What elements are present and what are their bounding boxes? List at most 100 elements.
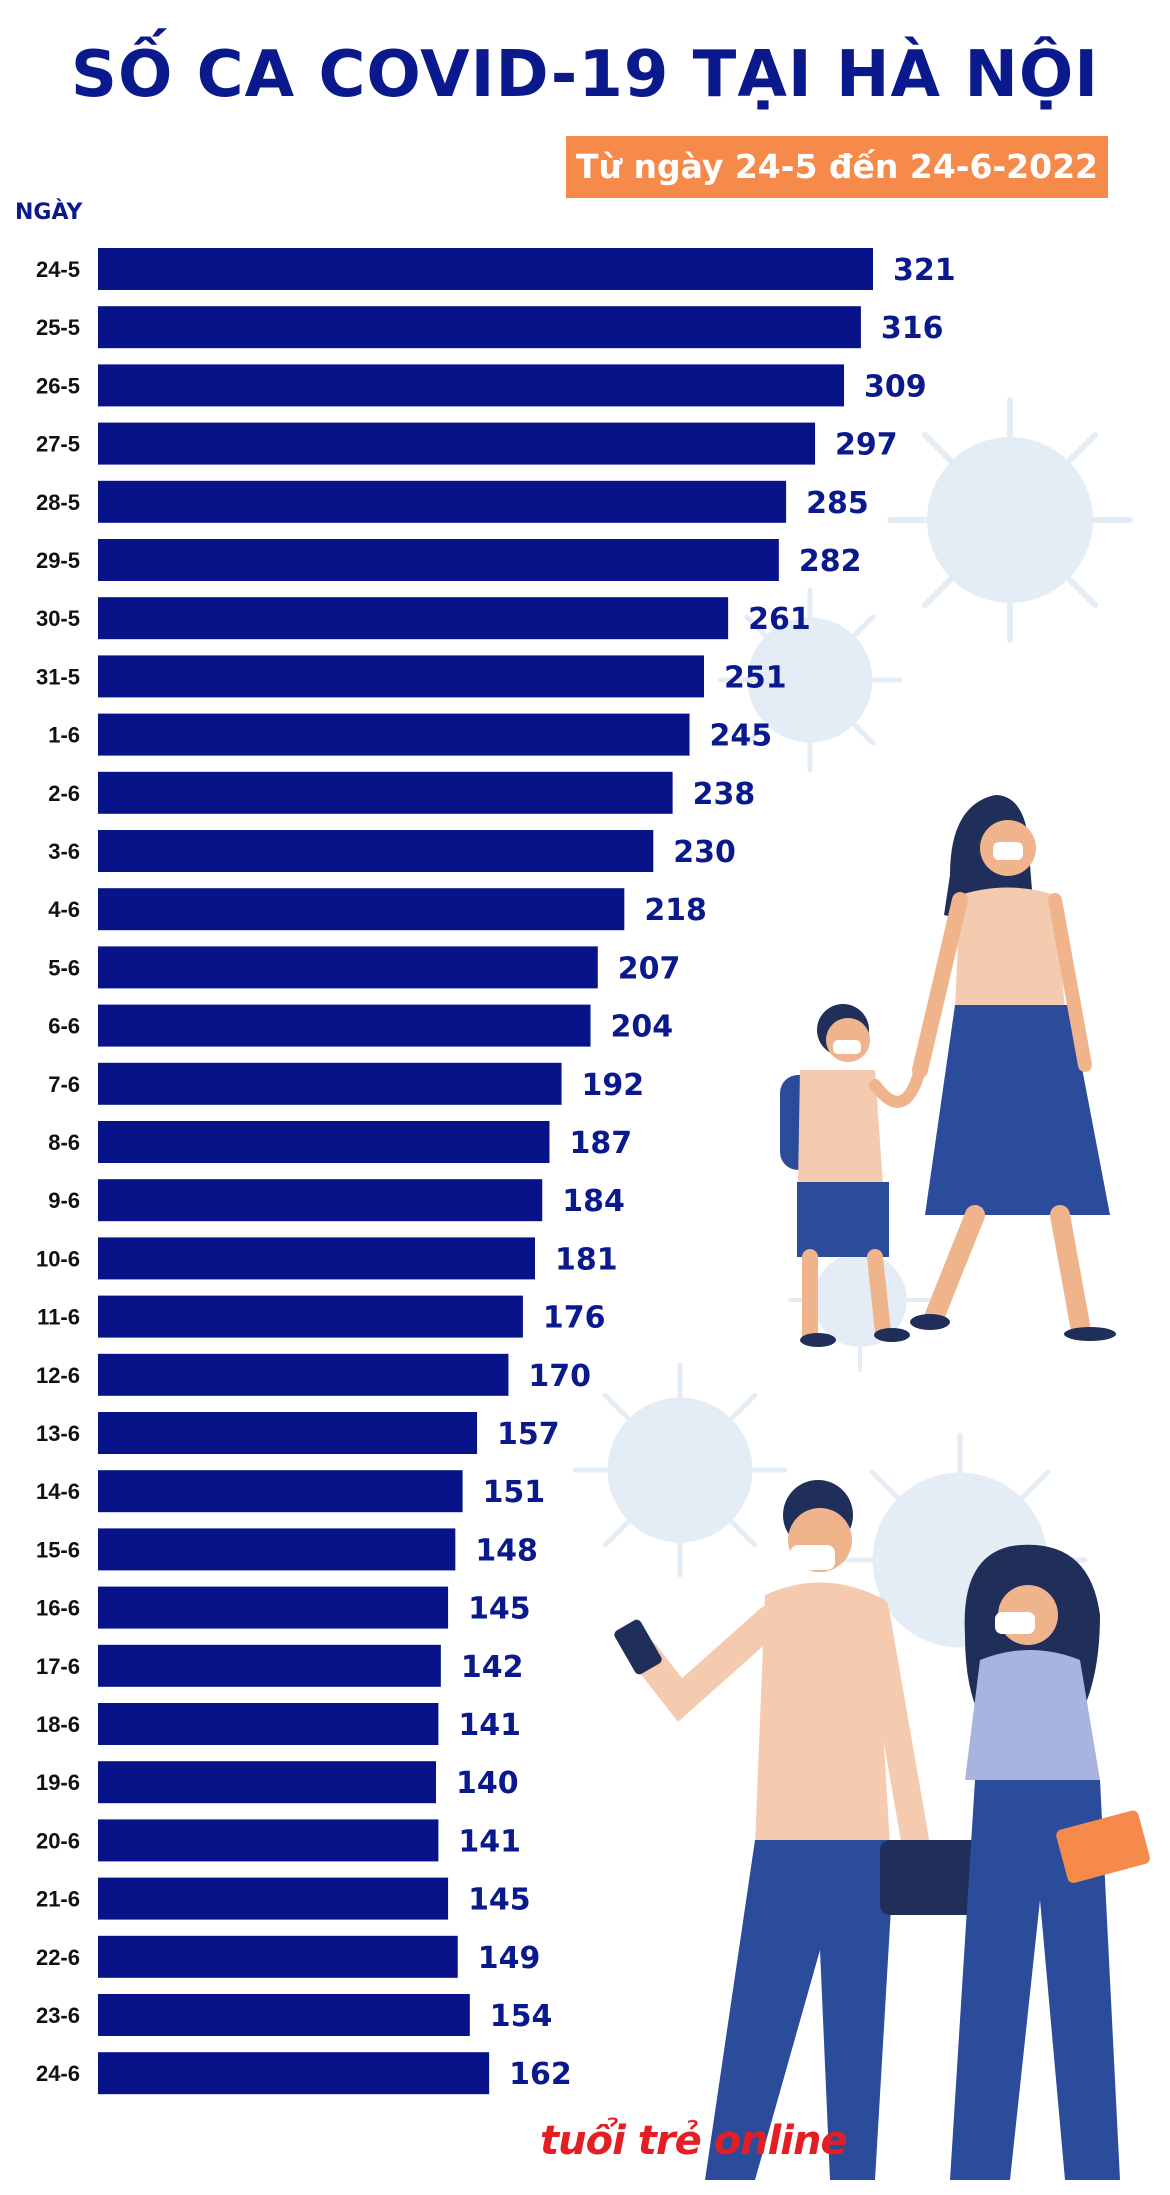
value-label: 157 [497, 1417, 560, 1452]
bar-15-6 [98, 1528, 456, 1571]
value-label: 192 [582, 1068, 645, 1103]
category-label: 19-6 [36, 1770, 80, 1795]
value-label: 230 [673, 835, 736, 870]
chart-title: SỐ CA COVID-19 TẠI HÀ NỘI [70, 38, 1100, 112]
category-label: 8-6 [48, 1130, 80, 1155]
category-label: 17-6 [36, 1654, 80, 1679]
bar-8-6 [98, 1121, 550, 1163]
value-label: 297 [835, 428, 898, 463]
category-label: 10-6 [36, 1246, 80, 1271]
category-label: 28-5 [36, 490, 80, 515]
value-label: 261 [748, 602, 811, 637]
category-label: 24-6 [36, 2061, 80, 2086]
virus-icon [572, 1362, 788, 1578]
value-label: 148 [475, 1533, 538, 1568]
category-label: 29-5 [36, 548, 80, 573]
value-label: 285 [806, 486, 869, 521]
category-label: 5-6 [48, 955, 80, 980]
bar-30-5 [98, 597, 729, 640]
bar-16-6 [98, 1586, 449, 1629]
category-label: 18-6 [36, 1712, 80, 1737]
bar-28-5 [98, 480, 787, 523]
value-label: 145 [468, 1592, 531, 1627]
category-label: 20-6 [36, 1828, 80, 1853]
bar-21-6 [98, 1877, 449, 1920]
value-label: 149 [478, 1941, 541, 1976]
category-label: 22-6 [36, 1945, 80, 1970]
bar-27-5 [98, 422, 816, 465]
bar-29-5 [98, 539, 779, 581]
value-label: 145 [468, 1883, 531, 1918]
bar-13-6 [98, 1412, 478, 1454]
bar-26-5 [98, 364, 845, 407]
bar-4-6 [98, 888, 625, 931]
value-label: 184 [562, 1184, 625, 1219]
value-label: 141 [458, 1708, 521, 1743]
category-label: 9-6 [48, 1188, 80, 1213]
value-label: 141 [458, 1824, 521, 1859]
value-label: 316 [881, 311, 944, 346]
bar-24-6 [98, 2052, 490, 2095]
bar-31-5 [98, 655, 704, 698]
value-label: 251 [724, 660, 787, 695]
bar-25-5 [98, 306, 861, 349]
category-label: 3-6 [48, 839, 80, 864]
category-label: 15-6 [36, 1537, 80, 1562]
boy-illustration [780, 1004, 926, 1347]
value-label: 154 [490, 1999, 553, 2034]
woman2-illustration [950, 1544, 1150, 2180]
bar-3-6 [98, 830, 654, 872]
value-label: 321 [893, 253, 956, 288]
bar-7-6 [98, 1062, 562, 1105]
category-label: 2-6 [48, 781, 80, 806]
virus-icon [717, 587, 903, 773]
virus-icon [887, 397, 1133, 643]
bar-6-6 [98, 1004, 591, 1047]
tuoi-tre-logo: tuổi trẻ online [540, 2118, 848, 2164]
value-label: 282 [799, 544, 862, 579]
woman-illustration [910, 795, 1116, 1341]
category-label: 6-6 [48, 1014, 80, 1039]
category-label: 12-6 [36, 1363, 80, 1388]
y-axis-label: NGÀY [15, 200, 83, 225]
category-label: 25-5 [36, 315, 80, 340]
value-label: 151 [483, 1475, 546, 1510]
category-label: 16-6 [36, 1596, 80, 1621]
category-label: 23-6 [36, 2003, 80, 2028]
category-label: 26-5 [36, 373, 80, 398]
value-label: 204 [611, 1010, 674, 1045]
category-label: 13-6 [36, 1421, 80, 1446]
category-label: 1-6 [48, 723, 80, 748]
value-label: 170 [528, 1359, 591, 1394]
man-illustration [614, 1480, 1005, 2180]
category-label: 11-6 [37, 1305, 80, 1330]
bar-14-6 [98, 1470, 463, 1513]
bar-5-6 [98, 946, 598, 989]
category-label: 14-6 [36, 1479, 80, 1504]
bar-10-6 [98, 1237, 535, 1280]
value-label: 238 [693, 777, 756, 812]
value-label: 187 [569, 1126, 632, 1161]
category-label: 21-6 [36, 1887, 80, 1912]
category-label: 24-5 [36, 257, 80, 282]
bar-9-6 [98, 1179, 543, 1222]
value-label: 309 [864, 369, 927, 404]
bar-22-6 [98, 1935, 458, 1978]
value-label: 162 [509, 2057, 572, 2092]
category-label: 7-6 [48, 1072, 80, 1097]
bar-24-5 [98, 248, 873, 290]
value-label: 245 [710, 719, 773, 754]
value-label: 181 [555, 1242, 618, 1277]
category-label: 4-6 [48, 897, 80, 922]
bar-23-6 [98, 1994, 470, 2036]
value-label: 207 [618, 951, 681, 986]
bar-12-6 [98, 1353, 509, 1396]
bar-11-6 [98, 1295, 523, 1338]
bar-20-6 [98, 1819, 439, 1862]
category-label: 27-5 [36, 432, 80, 457]
chart-subtitle: Từ ngày 24-5 đến 24-6-2022 [566, 136, 1108, 198]
bar-2-6 [98, 771, 673, 814]
bar-17-6 [98, 1644, 441, 1687]
